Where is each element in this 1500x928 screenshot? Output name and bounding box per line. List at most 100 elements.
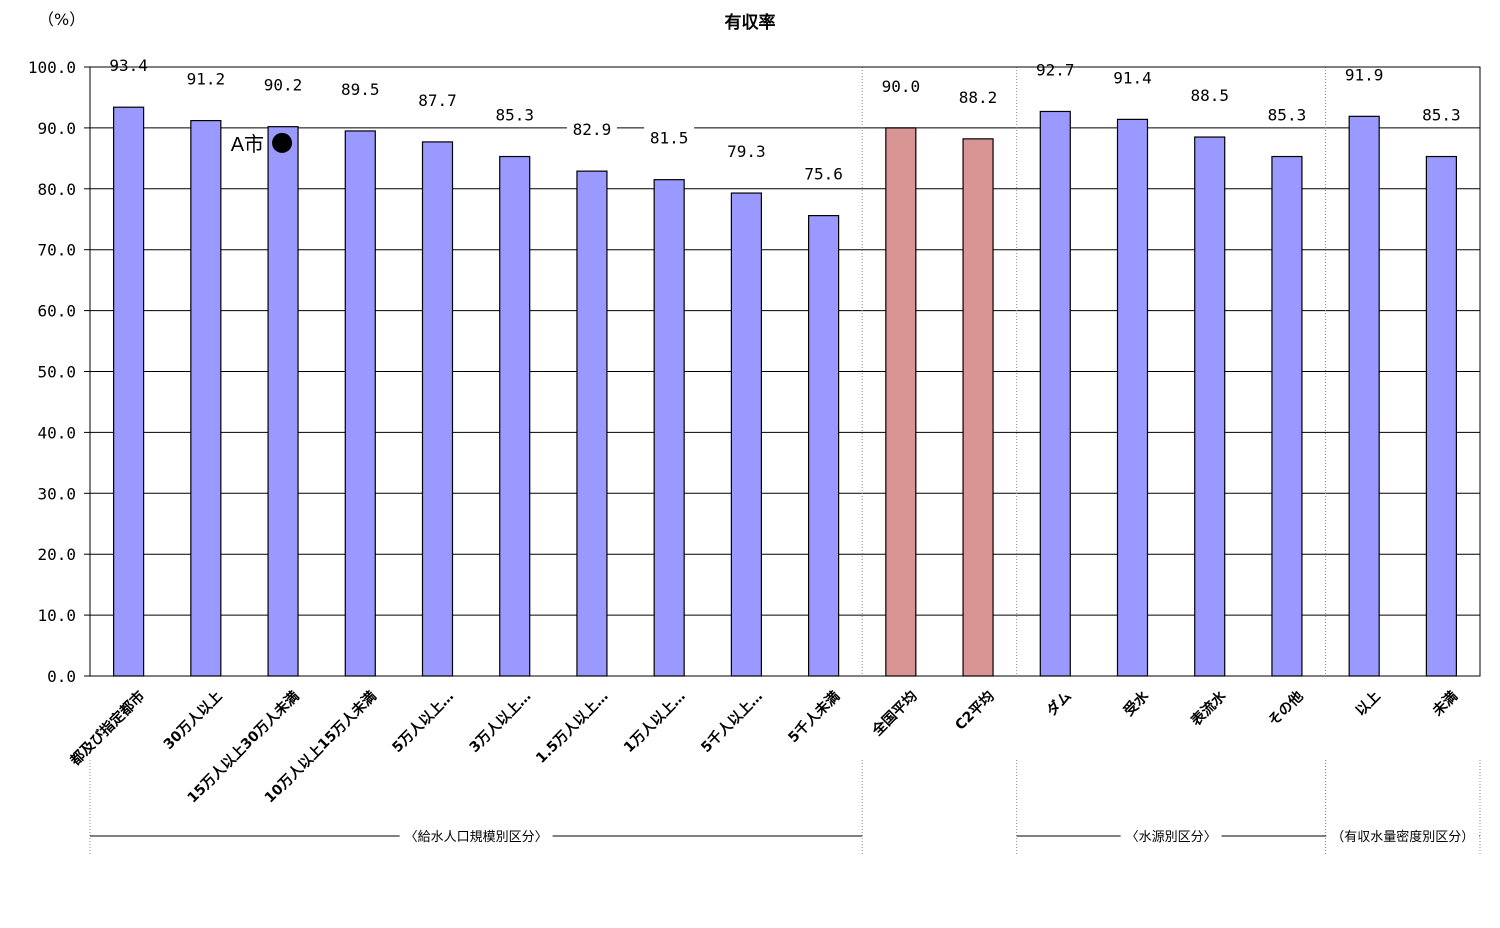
data-label: 91.4 (1113, 68, 1152, 87)
data-label-bg (566, 118, 617, 141)
y-tick-label: 20.0 (37, 545, 76, 564)
data-label-bg (1107, 66, 1158, 89)
category-label: 1.5万人以上… (532, 688, 611, 767)
bar (190, 119, 222, 677)
bar (1425, 155, 1457, 677)
category-label: C2平均 (952, 688, 998, 734)
category-label: 5万人以上… (389, 688, 457, 756)
bars (113, 106, 1457, 677)
plot-frame (89, 66, 1481, 677)
data-label-bg (1416, 103, 1467, 126)
category-label: 5千人未満 (785, 688, 844, 747)
bar (885, 127, 917, 677)
data-label: 89.5 (341, 80, 380, 99)
y-tick-label: 70.0 (37, 241, 76, 260)
group-label-bg (1120, 826, 1222, 846)
y-tick-label: 10.0 (37, 606, 76, 625)
bar (653, 179, 685, 677)
y-tick-label: 40.0 (37, 423, 76, 442)
data-label-bg (489, 103, 540, 126)
category-label: 全国平均 (868, 688, 920, 740)
category-label: 未満 (1429, 688, 1461, 720)
bar (1271, 155, 1303, 677)
data-label: 91.2 (187, 70, 226, 89)
data-label-bg (953, 85, 1004, 108)
group-labels: 〈給水人口規模別区分〉 〈水源別区分〉 （有収水量密度別区分） (89, 760, 1481, 856)
category-label: 30万人以上 (160, 688, 225, 753)
group-label-bg (1326, 826, 1480, 846)
data-label: 88.2 (959, 88, 998, 107)
y-tick-label: 30.0 (37, 484, 76, 503)
category-label: ダム (1043, 688, 1075, 720)
y-tick-label: 100.0 (28, 58, 76, 77)
data-label-bg (258, 73, 309, 96)
bar (267, 126, 299, 677)
bar (808, 214, 840, 677)
data-label-bg (1184, 84, 1235, 107)
group-label: 〈水源別区分〉 (1126, 830, 1217, 845)
data-label: 75.6 (804, 165, 843, 184)
data-label-bg (103, 54, 154, 77)
chart-title: 有収率 (724, 13, 776, 33)
data-label-bg (875, 74, 926, 97)
category-label: 5千人以上… (698, 688, 766, 756)
data-label-bg (721, 140, 772, 163)
group-separators (861, 67, 1327, 676)
data-label: 79.3 (727, 142, 766, 161)
bar (113, 106, 145, 677)
bar (576, 170, 608, 677)
category-label: 表流水 (1187, 687, 1230, 730)
group-label: 〈給水人口規模別区分〉 (405, 830, 548, 845)
bar (421, 141, 454, 677)
y-tick-label: 80.0 (37, 180, 76, 199)
data-label: 85.3 (1422, 106, 1461, 125)
data-label-bg (1030, 58, 1081, 81)
data-label: 82.9 (573, 120, 612, 139)
data-label-bg (335, 77, 386, 100)
y-tick-label: 50.0 (37, 363, 76, 382)
bar (344, 130, 376, 677)
data-label: 91.9 (1345, 65, 1384, 84)
bar (962, 138, 994, 677)
data-label: 81.5 (650, 129, 689, 148)
bar (499, 155, 531, 677)
y-tick-label: 90.0 (37, 119, 76, 138)
data-label: 93.4 (109, 56, 148, 75)
bar (1116, 118, 1149, 677)
y-axis-unit-label: （%） (38, 10, 86, 29)
data-label-bg (798, 162, 849, 185)
data-label-bg (644, 126, 695, 149)
data-labels: 93.4 91.2 90.2 89.5 87.7 85.3 82.9 81.5 79.3 75.6… (103, 54, 1467, 185)
bar (1194, 136, 1226, 677)
data-label: 85.3 (495, 106, 534, 125)
data-label: 90.0 (882, 77, 921, 96)
category-label: 都及び指定都市 (66, 688, 148, 770)
data-label: 88.5 (1190, 86, 1229, 105)
data-label: 85.3 (1268, 106, 1307, 125)
marker-dot (272, 132, 293, 153)
bar (1348, 115, 1380, 677)
category-label: 受水 (1120, 687, 1153, 720)
category-label: その他 (1265, 688, 1307, 730)
data-label: 87.7 (418, 91, 457, 110)
marker: A市 (231, 132, 293, 156)
group-label-bg (399, 826, 553, 846)
category-label: 1万人以上… (620, 688, 688, 756)
bar (1039, 110, 1071, 677)
group-label: （有収水量密度別区分） (1331, 829, 1474, 845)
data-label-bg (1339, 63, 1390, 86)
y-tick-label: 60.0 (37, 302, 76, 321)
marker-label: A市 (231, 133, 264, 156)
y-tick-label: 0.0 (47, 667, 76, 686)
axes: 0.0 10.0 20.0 30.0 40.0 50.0 60.0 70.0 80.0 90.0 1… (28, 58, 1481, 686)
data-label-bg (180, 67, 231, 90)
data-label: 90.2 (264, 76, 303, 95)
bar (730, 192, 762, 677)
data-label: 92.7 (1036, 60, 1075, 79)
data-label-bg (412, 88, 463, 111)
category-label: 以上 (1353, 688, 1384, 719)
category-label: 3万人以上… (466, 688, 534, 756)
data-label-bg (1261, 103, 1312, 126)
